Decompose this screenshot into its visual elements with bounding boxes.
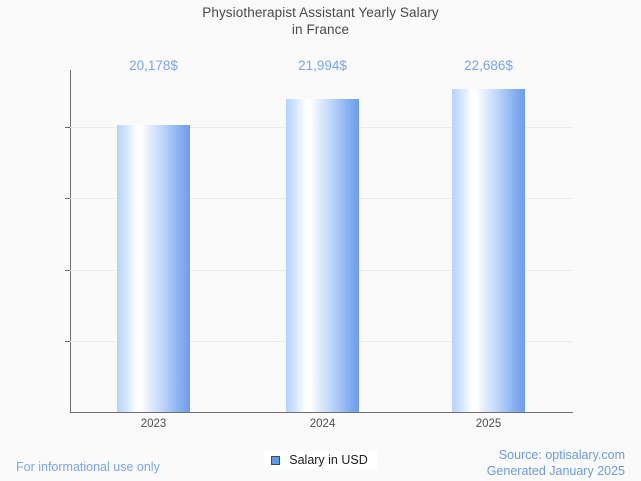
plot-area: 5000 10000 15000 20000	[65, 70, 573, 412]
y-axis-line	[70, 70, 71, 413]
legend-swatch-icon	[271, 455, 281, 465]
bar-2023[interactable]	[117, 124, 190, 412]
y-tick-mark-20000	[65, 127, 70, 128]
footer-disclaimer: For informational use only	[16, 460, 160, 474]
legend-label: Salary in USD	[289, 453, 368, 467]
bar-2024[interactable]	[286, 98, 359, 412]
chart-title: Physiotherapist Assistant Yearly Salary …	[0, 4, 641, 38]
y-tick-mark-5000	[65, 340, 70, 342]
chart-legend: Salary in USD	[0, 451, 641, 470]
footer-source-line: Source: optisalary.com	[498, 448, 625, 462]
chart-title-line-2: in France	[291, 22, 350, 37]
chart-title-line-1: Physiotherapist Assistant Yearly Salary	[202, 5, 439, 20]
y-tick-mark-10000	[65, 269, 70, 271]
value-label-2024: 21,994$	[298, 58, 347, 73]
x-tick-label-2023: 2023	[140, 418, 167, 430]
footer-source: Source: optisalary.com Generated January…	[487, 447, 625, 479]
y-tick-mark-15000	[65, 198, 70, 200]
value-label-2023: 20,178$	[129, 58, 178, 73]
legend-item-salary-in-usd[interactable]: Salary in USD	[264, 451, 377, 470]
value-label-2025: 22,686$	[464, 58, 513, 73]
footer-generated-line: Generated January 2025	[486, 464, 625, 478]
x-tick-label-2024: 2024	[309, 418, 336, 430]
x-axis-line	[70, 412, 573, 413]
x-tick-label-2025: 2025	[475, 418, 502, 430]
bar-2025[interactable]	[452, 88, 525, 412]
